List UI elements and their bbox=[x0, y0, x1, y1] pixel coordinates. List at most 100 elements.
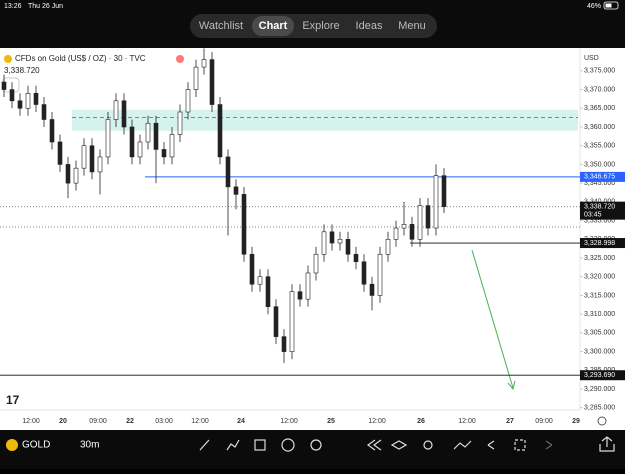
candle-body bbox=[353, 253, 359, 263]
candle-body bbox=[17, 100, 23, 109]
price-tag-label: 3,338.720 bbox=[584, 203, 615, 210]
tool-icons bbox=[199, 436, 615, 452]
x-tick-label: 12:00 bbox=[368, 418, 386, 425]
candle-body bbox=[129, 126, 135, 158]
battery-icon bbox=[603, 1, 619, 10]
candle-body bbox=[329, 231, 335, 244]
candle-body bbox=[289, 291, 295, 352]
redo[interactable] bbox=[545, 440, 553, 450]
replay[interactable] bbox=[366, 439, 382, 451]
candle-body bbox=[441, 175, 447, 207]
candle-body bbox=[25, 92, 31, 109]
x-tick-label: 22 bbox=[126, 418, 134, 425]
candle-body bbox=[137, 141, 143, 158]
battery-text: 46% bbox=[587, 3, 601, 10]
candle-body bbox=[201, 59, 207, 68]
x-tick-label: 12:00 bbox=[280, 418, 298, 425]
price-tag-label: 3,293.690 bbox=[584, 372, 615, 379]
zone bbox=[72, 109, 578, 131]
x-tick-label: 20 bbox=[59, 418, 67, 425]
x-tick-label: 24 bbox=[237, 418, 245, 425]
candle-body bbox=[161, 149, 167, 158]
add[interactable] bbox=[281, 438, 295, 452]
y-tick-label: 3,350.000 bbox=[584, 161, 615, 168]
nav-active bbox=[252, 16, 294, 36]
alert[interactable] bbox=[310, 439, 322, 451]
candle-body bbox=[305, 272, 311, 300]
candle-body bbox=[241, 194, 247, 255]
price-tag bbox=[580, 238, 625, 249]
fullscreen[interactable] bbox=[514, 439, 526, 451]
candle-body bbox=[153, 122, 159, 150]
x-tick-label: 09:00 bbox=[535, 418, 553, 425]
nav-tab[interactable]: Menu bbox=[398, 20, 426, 32]
candle-body bbox=[209, 59, 215, 105]
candle-body bbox=[73, 167, 79, 184]
y-tick-label: 3,315.000 bbox=[584, 292, 615, 299]
nav-tab[interactable]: Watchlist bbox=[199, 20, 243, 32]
settings[interactable] bbox=[423, 440, 433, 450]
candle-body bbox=[249, 253, 255, 285]
candle-body bbox=[425, 205, 431, 229]
candle-body bbox=[377, 253, 383, 296]
candle-body bbox=[281, 336, 287, 352]
candle-body bbox=[145, 122, 151, 143]
x-tick-label: 26 bbox=[417, 418, 425, 425]
candle-body bbox=[177, 111, 183, 135]
undo[interactable] bbox=[487, 440, 495, 450]
candle-body bbox=[297, 291, 303, 300]
arrow-head bbox=[507, 380, 516, 391]
nav-tab[interactable]: Chart bbox=[259, 20, 288, 32]
status-date: Thu 26 Jun bbox=[28, 3, 63, 10]
y-tick-label: 3,290.000 bbox=[584, 386, 615, 393]
nav-tab[interactable]: Explore bbox=[302, 20, 339, 32]
candle-body bbox=[121, 100, 127, 128]
tv-logo: 17 bbox=[6, 393, 20, 407]
nav-tab[interactable]: Ideas bbox=[356, 20, 383, 32]
y-tick-label: 3,305.000 bbox=[584, 330, 615, 337]
interval[interactable]: 30m bbox=[80, 440, 99, 451]
forecast-arrow bbox=[471, 249, 514, 389]
settings-icon[interactable] bbox=[597, 416, 607, 426]
compare[interactable] bbox=[453, 440, 472, 450]
price-tag bbox=[580, 201, 625, 220]
candle-body bbox=[273, 306, 279, 337]
y-tick-label: 3,300.000 bbox=[584, 348, 615, 355]
draw-tool[interactable] bbox=[199, 439, 210, 451]
symbol-icon bbox=[4, 55, 12, 63]
candle-body bbox=[81, 145, 87, 169]
candle-body bbox=[257, 276, 263, 285]
currency: USD bbox=[584, 55, 599, 62]
market-status bbox=[176, 55, 184, 63]
countdown: 03:45 bbox=[584, 211, 602, 218]
price-tag-label: 3,346.675 bbox=[584, 174, 615, 181]
objects[interactable] bbox=[390, 440, 408, 450]
y-tick-label: 3,310.000 bbox=[584, 311, 615, 318]
share[interactable] bbox=[599, 436, 615, 452]
candle-body bbox=[369, 283, 375, 296]
y-tick-label: 3,320.000 bbox=[584, 274, 615, 281]
candle-body bbox=[97, 156, 103, 173]
layouts[interactable] bbox=[254, 439, 266, 451]
battery-level bbox=[605, 3, 612, 8]
x-tick-label: 27 bbox=[506, 418, 514, 425]
candle-body bbox=[41, 104, 47, 120]
y-tick-label: 3,370.000 bbox=[584, 86, 615, 93]
y-tick-label: 3,375.000 bbox=[584, 68, 615, 75]
bottom-toolbar bbox=[0, 430, 625, 469]
nav-pill bbox=[190, 14, 437, 38]
y-tick-label: 3,345.000 bbox=[584, 180, 615, 187]
indicators[interactable] bbox=[226, 439, 240, 451]
candle-body bbox=[49, 119, 55, 143]
candle-body bbox=[337, 238, 343, 244]
candle-body bbox=[345, 238, 351, 255]
candle-body bbox=[393, 227, 399, 240]
y-tick-label: 3,325.000 bbox=[584, 255, 615, 262]
symbol[interactable]: GOLD bbox=[22, 440, 50, 451]
x-tick-label: 12:00 bbox=[191, 418, 209, 425]
candle-body bbox=[193, 66, 199, 90]
candle-body bbox=[89, 145, 95, 173]
header-price: 3,338.720 bbox=[4, 66, 40, 75]
